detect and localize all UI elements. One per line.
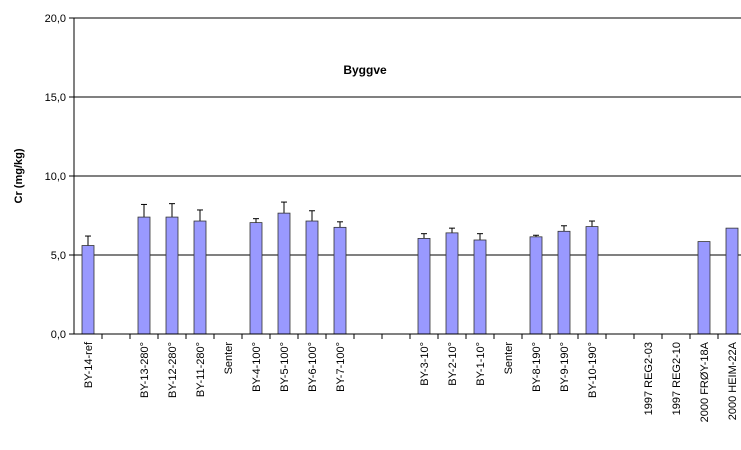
x-tick-label: BY-14-ref bbox=[83, 341, 95, 388]
x-tick-label: BY-1-10° bbox=[475, 342, 487, 386]
bar bbox=[725, 227, 739, 335]
bar bbox=[417, 238, 431, 335]
y-axis-label: Cr (mg/kg) bbox=[13, 148, 25, 203]
y-tick-label: 10,0 bbox=[45, 171, 66, 183]
x-tick-label: BY-2-10° bbox=[447, 342, 459, 386]
bar bbox=[165, 216, 179, 335]
x-tick-label: 1997 REG2-10 bbox=[671, 342, 683, 415]
x-tick-label: 1997 REG2-03 bbox=[643, 342, 655, 415]
x-tick-label: BY-9-190° bbox=[559, 342, 571, 392]
x-tick-label: BY-8-190° bbox=[531, 342, 543, 392]
bar bbox=[557, 230, 571, 335]
x-tick-label: BY-5-100° bbox=[279, 342, 291, 392]
x-tick-label: Senter bbox=[503, 342, 515, 375]
x-tick-label: BY-12-280° bbox=[167, 342, 179, 398]
bar bbox=[137, 216, 151, 335]
chart-title: Byggve bbox=[343, 63, 387, 77]
bar bbox=[697, 241, 711, 335]
x-tick-label: 2000 HEIM-22A bbox=[727, 341, 739, 420]
x-tick-label: BY-4-100° bbox=[251, 342, 263, 392]
x-tick-label: 2000 FRØY-18A bbox=[699, 341, 711, 422]
x-tick-label: BY-7-100° bbox=[335, 342, 347, 392]
x-tick-label: BY-6-100° bbox=[307, 342, 319, 392]
y-tick-label: 0,0 bbox=[51, 329, 66, 341]
x-tick-label: BY-3-10° bbox=[419, 342, 431, 386]
bar bbox=[333, 226, 347, 335]
x-tick-label: BY-13-280° bbox=[139, 342, 151, 398]
y-tick-label: 20,0 bbox=[45, 13, 66, 25]
bar bbox=[445, 232, 459, 335]
y-tick-label: 5,0 bbox=[51, 250, 66, 262]
bar bbox=[249, 222, 263, 335]
bar bbox=[473, 239, 487, 335]
bar bbox=[81, 245, 95, 335]
x-tick-label: BY-10-190° bbox=[587, 342, 599, 398]
bar bbox=[193, 220, 207, 335]
y-tick-label: 15,0 bbox=[45, 92, 66, 104]
bar bbox=[529, 236, 543, 335]
x-tick-label: Senter bbox=[223, 342, 235, 375]
x-tick-label: BY-11-280° bbox=[195, 342, 207, 397]
bar bbox=[277, 212, 291, 335]
bar bbox=[585, 226, 599, 335]
bar bbox=[305, 220, 319, 335]
